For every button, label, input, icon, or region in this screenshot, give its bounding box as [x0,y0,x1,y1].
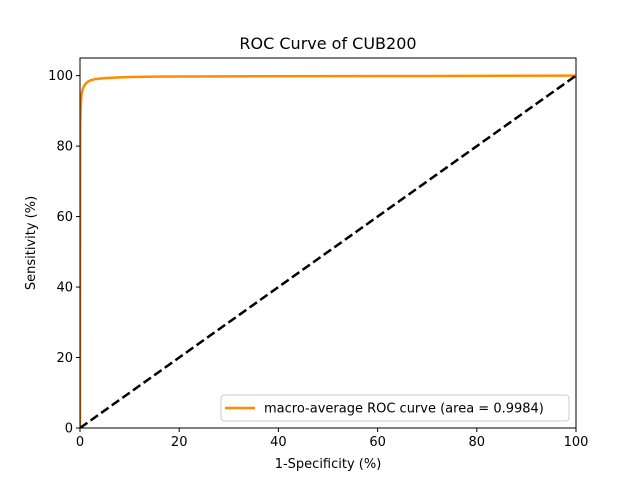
y-tick-label: 80 [56,140,73,155]
y-axis-label: Sensitivity (%) [24,196,39,290]
roc-curve-line [80,74,576,428]
x-tick-label: 0 [76,435,84,450]
y-tick-label: 40 [56,281,73,296]
chart-title: ROC Curve of CUB200 [239,34,416,53]
series-layer [80,74,576,428]
legend: macro-average ROC curve (area = 0.9984) [220,394,570,422]
x-axis: 0 20 40 60 80 100 [76,428,589,450]
y-tick-label: 100 [48,69,73,84]
x-tick-label: 20 [171,435,188,450]
chance-diagonal-line [80,74,576,428]
x-tick-label: 80 [469,435,486,450]
x-axis-label: 1-Specificity (%) [275,457,382,472]
y-tick-label: 60 [56,210,73,225]
y-tick-label: 0 [65,422,73,437]
x-tick-label: 100 [564,435,589,450]
plot-frame [79,57,577,429]
y-tick-label: 20 [56,351,73,366]
legend-box [220,394,570,422]
y-axis: 0 20 40 60 80 100 [48,69,80,437]
x-tick-label: 40 [270,435,287,450]
legend-label: macro-average ROC curve (area = 0.9984) [264,402,544,417]
x-tick-label: 60 [369,435,386,450]
